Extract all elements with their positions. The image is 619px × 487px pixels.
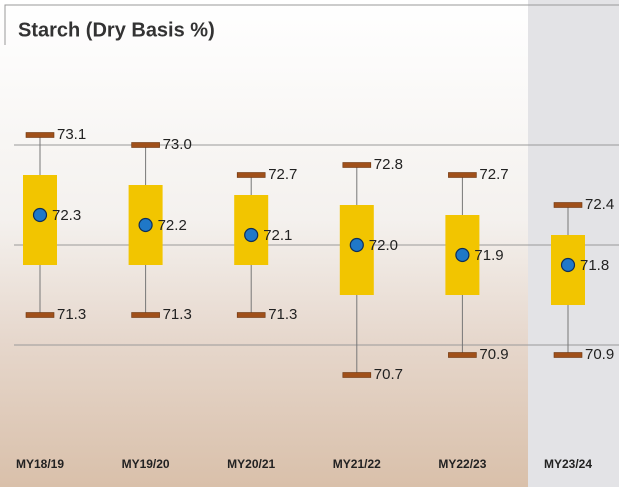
- whisker-cap: [342, 162, 372, 168]
- mean-marker: [32, 207, 48, 223]
- x-tick-label: MY19/20: [122, 457, 170, 471]
- whisker-cap: [25, 132, 55, 138]
- whisker-cap: [553, 202, 583, 208]
- value-label: 70.9: [479, 346, 508, 363]
- whisker-cap: [236, 312, 266, 318]
- x-tick-label: MY23/24: [544, 457, 592, 471]
- whisker-cap: [448, 172, 477, 178]
- value-label: 73.0: [163, 136, 192, 153]
- whisker-cap: [131, 142, 160, 148]
- value-label: 72.2: [158, 217, 187, 234]
- value-label: 71.8: [580, 257, 609, 274]
- whisker-cap: [342, 372, 372, 378]
- whisker-cap: [553, 352, 583, 358]
- value-label: 72.7: [268, 166, 297, 183]
- x-tick-label: MY21/22: [333, 457, 381, 471]
- value-label: 71.3: [268, 306, 297, 323]
- mean-marker: [244, 227, 259, 243]
- value-label: 71.9: [474, 247, 503, 264]
- value-label: 72.7: [479, 166, 508, 183]
- whisker-cap: [25, 312, 55, 318]
- value-label: 72.8: [374, 156, 403, 173]
- value-label: 70.7: [374, 366, 403, 383]
- x-tick-label: MY20/21: [227, 457, 275, 471]
- value-label: 72.4: [585, 196, 614, 213]
- mean-marker: [138, 217, 153, 233]
- mean-marker: [560, 257, 576, 273]
- whisker-cap: [236, 172, 266, 178]
- mean-marker: [455, 247, 470, 263]
- title-frame: [4, 4, 619, 45]
- x-tick-label: MY18/19: [16, 457, 64, 471]
- whisker-cap: [131, 312, 160, 318]
- value-label: 72.3: [52, 207, 81, 224]
- chart-title: Starch (Dry Basis %): [18, 19, 215, 41]
- value-label: 71.3: [163, 306, 192, 323]
- x-tick-label: MY22/23: [438, 457, 486, 471]
- value-label: 73.1: [57, 126, 86, 143]
- mean-marker: [349, 237, 364, 253]
- whisker-cap: [448, 352, 477, 358]
- value-label: 72.0: [369, 237, 398, 254]
- value-label: 70.9: [585, 346, 614, 363]
- value-label: 71.3: [57, 306, 86, 323]
- value-label: 72.1: [263, 227, 292, 244]
